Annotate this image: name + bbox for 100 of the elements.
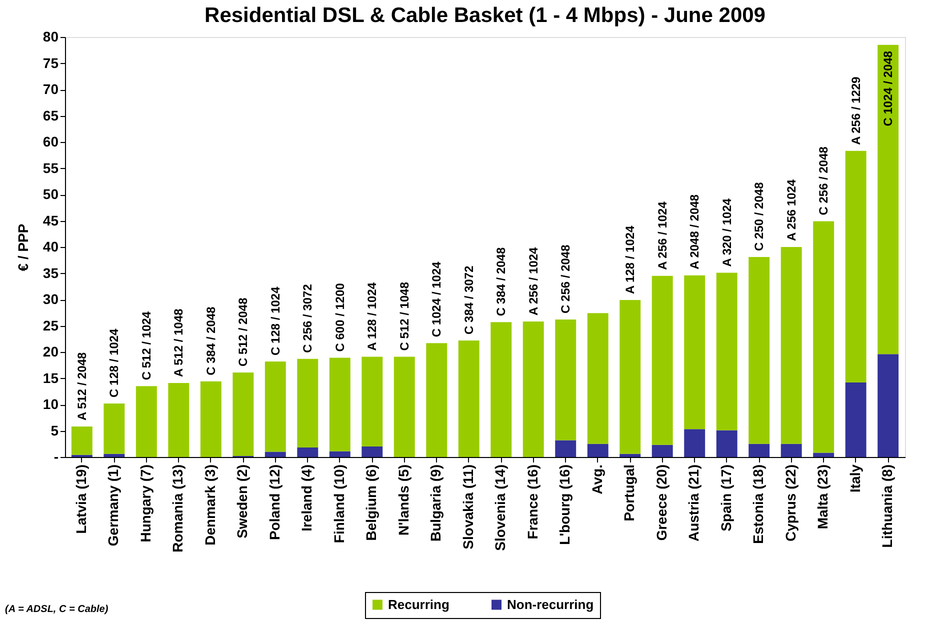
bar <box>362 446 383 457</box>
x-tick-label: France (16) <box>524 464 540 540</box>
bar <box>748 256 770 444</box>
legend-label: Non-recurring <box>507 596 594 612</box>
annotation: C 256 / 3072 <box>300 284 315 353</box>
annotation: C 512 / 1048 <box>397 282 412 351</box>
bar <box>362 356 383 446</box>
annotation: A 256 / 1024 <box>526 246 540 316</box>
bar <box>297 358 318 448</box>
x-tick-label: Latvia (19) <box>72 464 89 534</box>
x-tick-label: Slovakia (11) <box>460 464 476 550</box>
bar <box>780 247 802 444</box>
y-tick-label: - <box>54 448 59 464</box>
annotation: A 128 / 1024 <box>365 282 380 351</box>
bar <box>232 372 254 456</box>
bar <box>264 361 286 452</box>
bar <box>426 343 448 457</box>
x-tick-label: Poland (12) <box>266 464 282 540</box>
x-tick-label: Lithuania (8) <box>879 464 896 548</box>
bar <box>684 275 706 430</box>
x-tick-label: Belgium (6) <box>363 464 380 541</box>
bar <box>394 356 415 457</box>
bar <box>329 451 350 457</box>
bar <box>458 340 480 457</box>
y-tick-label: 5 <box>50 422 59 438</box>
bar <box>748 444 770 457</box>
x-tick-label: L'bourg (16) <box>556 464 573 545</box>
y-axis-title: € / PPP <box>14 224 31 272</box>
x-tick-label: Greece (20) <box>653 464 670 541</box>
y-tick-label: 45 <box>42 212 59 228</box>
x-tick-label: Sweden (2) <box>234 464 250 538</box>
legend-label: Recurring <box>388 596 450 612</box>
bar <box>104 403 125 454</box>
bar <box>587 444 608 457</box>
y-tick-label: 70 <box>42 81 59 97</box>
x-tick-label: Italy <box>846 464 863 493</box>
annotation: C 128 / 1024 <box>268 286 282 356</box>
y-tick-label: 40 <box>42 238 59 254</box>
annotation: C 256 / 2048 <box>558 244 573 314</box>
annotation: C 600 / 1200 <box>332 282 347 352</box>
y-tick-label: 20 <box>42 344 59 360</box>
bar <box>200 381 222 457</box>
bar <box>264 452 286 457</box>
bar <box>716 272 738 430</box>
annotation: A 2048 / 2048 <box>688 194 702 270</box>
y-tick-label: 35 <box>42 264 59 281</box>
bar <box>490 322 512 457</box>
annotation: A 128 / 1024 <box>623 225 638 294</box>
annotation: A 256 / 1024 <box>655 201 670 270</box>
x-tick-label: Romania (13) <box>170 464 186 552</box>
bar <box>71 426 92 455</box>
x-tick-label: Austria (21) <box>686 464 702 542</box>
bar <box>878 354 899 457</box>
bar <box>168 382 190 457</box>
annotation: C 128 / 1024 <box>107 328 122 398</box>
bar <box>780 444 802 457</box>
x-tick-label: Finland (10) <box>330 464 347 544</box>
annotation: C 1024 / 1024 <box>430 261 444 338</box>
bar <box>652 444 673 457</box>
bar <box>878 44 899 354</box>
bar <box>555 319 576 440</box>
annotation: C 1024 / 2048 <box>881 50 896 126</box>
annotation: C 384 / 2048 <box>204 306 218 376</box>
y-tick-label: 50 <box>42 186 59 202</box>
y-tick-label: 25 <box>42 317 59 334</box>
x-tick-label: Slovenia (14) <box>492 464 508 551</box>
x-tick-label: Ireland (4) <box>298 464 315 532</box>
annotation: C 384 / 3072 <box>462 265 476 334</box>
y-tick-label: 80 <box>42 28 59 44</box>
annotation: C 512 / 1024 <box>139 311 154 380</box>
x-tick-label: N'lands (5) <box>395 464 412 536</box>
bar <box>555 440 576 457</box>
x-tick-label: Malta (23) <box>814 464 831 530</box>
bar <box>813 452 834 457</box>
bar <box>813 221 834 453</box>
annotation: C 512 / 2048 <box>236 297 250 366</box>
bar <box>716 430 738 457</box>
x-tick-label: Denmark (3) <box>202 464 218 546</box>
y-tick-label: 75 <box>42 54 59 71</box>
bar <box>522 322 544 457</box>
text: (A = ADSL, C = Cable) <box>5 604 109 615</box>
bar <box>136 386 157 457</box>
annotation: A 256 / 1229 <box>848 76 863 145</box>
y-tick-label: 55 <box>42 160 59 176</box>
annotation: C 256 / 2048 <box>816 146 831 216</box>
x-tick-label: Estonia (18) <box>750 464 766 544</box>
x-tick-label: Bulgaria (9) <box>428 464 444 542</box>
y-tick-label: 60 <box>42 134 59 150</box>
annotation: A 512 / 1048 <box>172 308 186 377</box>
annotation: C 250 / 2048 <box>752 182 766 251</box>
x-tick-label: Avg. <box>588 464 605 494</box>
bar <box>845 150 866 382</box>
bar <box>684 429 706 457</box>
annotation: C 384 / 2048 <box>494 247 508 316</box>
bar <box>620 300 641 454</box>
bar <box>845 382 866 457</box>
bar <box>652 276 673 445</box>
annotation: A 320 / 1024 <box>720 198 734 267</box>
y-tick-label: 65 <box>42 107 59 124</box>
x-tick-label: Hungary (7) <box>137 464 154 542</box>
